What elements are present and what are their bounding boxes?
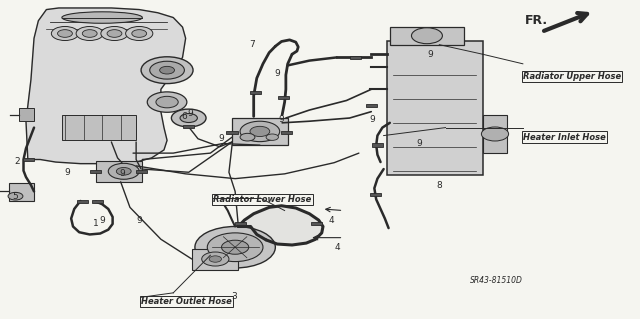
Ellipse shape bbox=[62, 12, 142, 23]
Bar bbox=[372, 144, 383, 147]
Circle shape bbox=[108, 163, 140, 179]
Text: Heater Inlet Hose: Heater Inlet Hose bbox=[523, 133, 605, 142]
Text: 9: 9 bbox=[219, 134, 225, 143]
Text: 6: 6 bbox=[182, 112, 188, 121]
Bar bbox=[183, 125, 195, 128]
Polygon shape bbox=[26, 8, 186, 164]
Text: 1: 1 bbox=[93, 219, 99, 228]
Text: 3: 3 bbox=[231, 292, 237, 300]
Circle shape bbox=[51, 26, 79, 41]
Bar bbox=[77, 200, 88, 203]
Text: 9: 9 bbox=[278, 115, 284, 124]
Circle shape bbox=[76, 26, 103, 41]
Circle shape bbox=[240, 121, 280, 142]
Bar bbox=[90, 170, 102, 173]
Circle shape bbox=[266, 134, 278, 140]
Text: FR.: FR. bbox=[525, 14, 548, 27]
Circle shape bbox=[147, 92, 187, 112]
Text: Heater Outlet Hose: Heater Outlet Hose bbox=[141, 297, 232, 306]
Circle shape bbox=[141, 57, 193, 84]
Circle shape bbox=[159, 66, 175, 74]
Circle shape bbox=[195, 226, 275, 268]
Circle shape bbox=[172, 109, 206, 127]
Text: Radiator Upper Hose: Radiator Upper Hose bbox=[523, 72, 621, 81]
Bar bbox=[390, 27, 464, 45]
Bar bbox=[350, 56, 362, 59]
Text: 7: 7 bbox=[250, 40, 255, 49]
Bar bbox=[311, 222, 323, 225]
Text: 9: 9 bbox=[136, 216, 142, 225]
Text: 9: 9 bbox=[99, 216, 105, 225]
Circle shape bbox=[107, 30, 122, 37]
Bar bbox=[234, 222, 246, 225]
Circle shape bbox=[209, 256, 221, 262]
Text: 9: 9 bbox=[370, 115, 376, 124]
Circle shape bbox=[207, 233, 263, 262]
Bar bbox=[281, 131, 292, 134]
Bar bbox=[370, 193, 381, 196]
Bar bbox=[250, 91, 261, 94]
Circle shape bbox=[125, 26, 153, 41]
Circle shape bbox=[83, 30, 97, 37]
Text: 4: 4 bbox=[335, 243, 340, 252]
Text: 2: 2 bbox=[15, 157, 20, 166]
Text: 8: 8 bbox=[436, 181, 442, 189]
Bar bbox=[10, 183, 34, 201]
Bar bbox=[227, 131, 237, 134]
Text: Radiator Lower Hose: Radiator Lower Hose bbox=[214, 195, 312, 204]
Text: 9: 9 bbox=[64, 168, 70, 177]
Circle shape bbox=[481, 127, 509, 141]
Text: 9: 9 bbox=[188, 109, 193, 118]
Circle shape bbox=[412, 28, 442, 44]
Circle shape bbox=[132, 30, 147, 37]
Text: 4: 4 bbox=[328, 216, 334, 225]
Text: 9: 9 bbox=[275, 69, 280, 78]
Bar bbox=[19, 108, 34, 121]
Bar bbox=[365, 104, 377, 107]
Bar bbox=[483, 115, 508, 153]
Bar bbox=[136, 170, 147, 173]
Circle shape bbox=[8, 192, 23, 200]
Circle shape bbox=[101, 26, 128, 41]
Circle shape bbox=[221, 240, 249, 254]
Circle shape bbox=[250, 126, 270, 137]
Bar bbox=[23, 158, 34, 161]
Bar bbox=[192, 249, 238, 270]
Circle shape bbox=[240, 133, 255, 141]
Text: SR43-81510D: SR43-81510D bbox=[470, 276, 523, 285]
Bar bbox=[232, 118, 288, 145]
Text: 9: 9 bbox=[427, 50, 433, 59]
Bar bbox=[278, 96, 289, 99]
Bar bbox=[387, 41, 483, 175]
Bar bbox=[96, 161, 142, 182]
Text: 5: 5 bbox=[13, 192, 19, 201]
Circle shape bbox=[58, 30, 72, 37]
Circle shape bbox=[116, 167, 131, 175]
Text: 9: 9 bbox=[417, 139, 422, 148]
Circle shape bbox=[180, 114, 197, 122]
Text: 9: 9 bbox=[120, 169, 125, 178]
Bar bbox=[92, 200, 103, 203]
Polygon shape bbox=[238, 206, 323, 245]
Circle shape bbox=[202, 252, 229, 266]
Circle shape bbox=[156, 96, 178, 108]
Bar bbox=[62, 115, 136, 140]
Circle shape bbox=[150, 61, 184, 79]
